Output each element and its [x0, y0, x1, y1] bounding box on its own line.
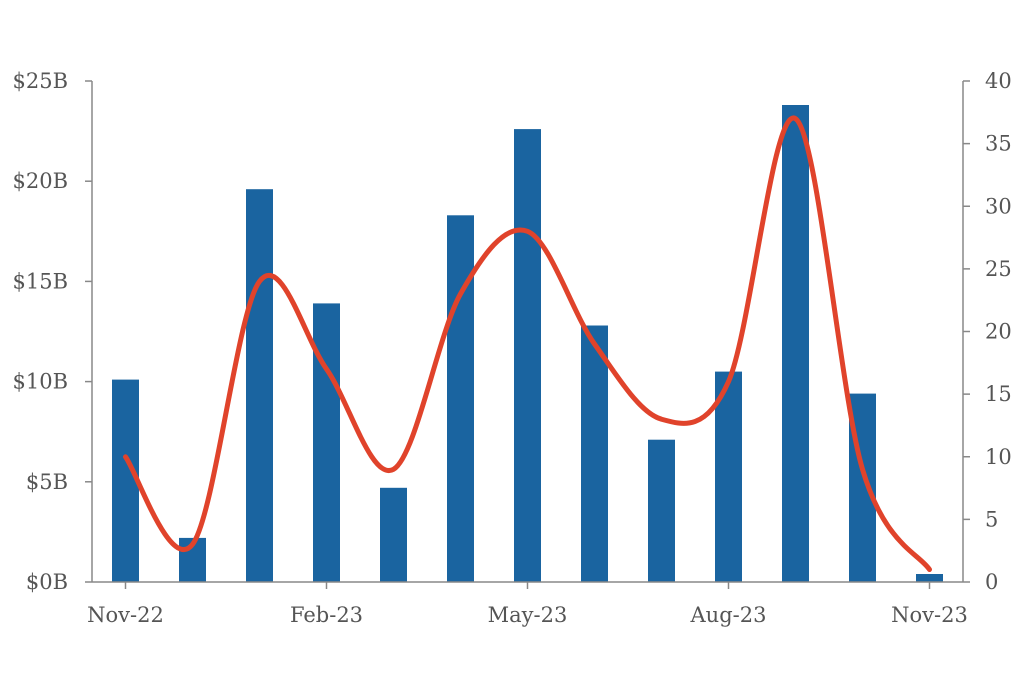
right-tick-label: 30 [985, 194, 1012, 218]
bar-nov-23 [916, 574, 943, 582]
left-tick-label: $10B [12, 370, 68, 394]
left-y-axis: $0B $5B $10B $15B $20B $25B [12, 69, 93, 594]
bar-may-23 [514, 129, 541, 582]
bar-aug-23 [715, 371, 742, 582]
left-tick-label: $5B [26, 470, 68, 494]
right-tick-label: 40 [985, 69, 1012, 93]
left-tick-label: $20B [12, 169, 68, 193]
line-series-group [123, 115, 932, 572]
left-tick-label: $0B [26, 570, 68, 594]
line-series [123, 115, 932, 572]
x-axis: Nov-22 Feb-23 May-23 Aug-23 Nov-23 [87, 581, 968, 627]
x-tick-label: Nov-22 [87, 603, 164, 627]
bar-mar-23 [380, 487, 407, 582]
right-y-axis: 0 5 10 15 20 25 30 35 40 [962, 69, 1012, 594]
bar-nov-22 [112, 379, 139, 582]
right-tick-label: 10 [985, 445, 1012, 469]
right-tick-label: 15 [985, 382, 1012, 406]
bar-series [112, 105, 943, 583]
x-tick-label: Feb-23 [290, 603, 363, 627]
bar-jun-23 [581, 325, 608, 582]
x-tick-label: Aug-23 [690, 603, 767, 627]
right-tick-label: 0 [985, 570, 998, 594]
right-tick-label: 20 [985, 320, 1012, 344]
x-tick-label: Nov-23 [891, 603, 968, 627]
left-tick-label: $15B [12, 269, 68, 293]
x-tick-label: May-23 [488, 603, 568, 627]
left-tick-label: $25B [12, 69, 68, 93]
right-tick-label: 35 [985, 132, 1012, 156]
bar-feb-23 [313, 303, 340, 582]
bar-jul-23 [648, 439, 675, 582]
bar-apr-23 [447, 215, 474, 583]
right-tick-label: 25 [985, 257, 1012, 281]
bar-sep-23 [782, 105, 809, 582]
bar-jan-23 [246, 189, 273, 582]
right-tick-label: 5 [985, 507, 998, 531]
